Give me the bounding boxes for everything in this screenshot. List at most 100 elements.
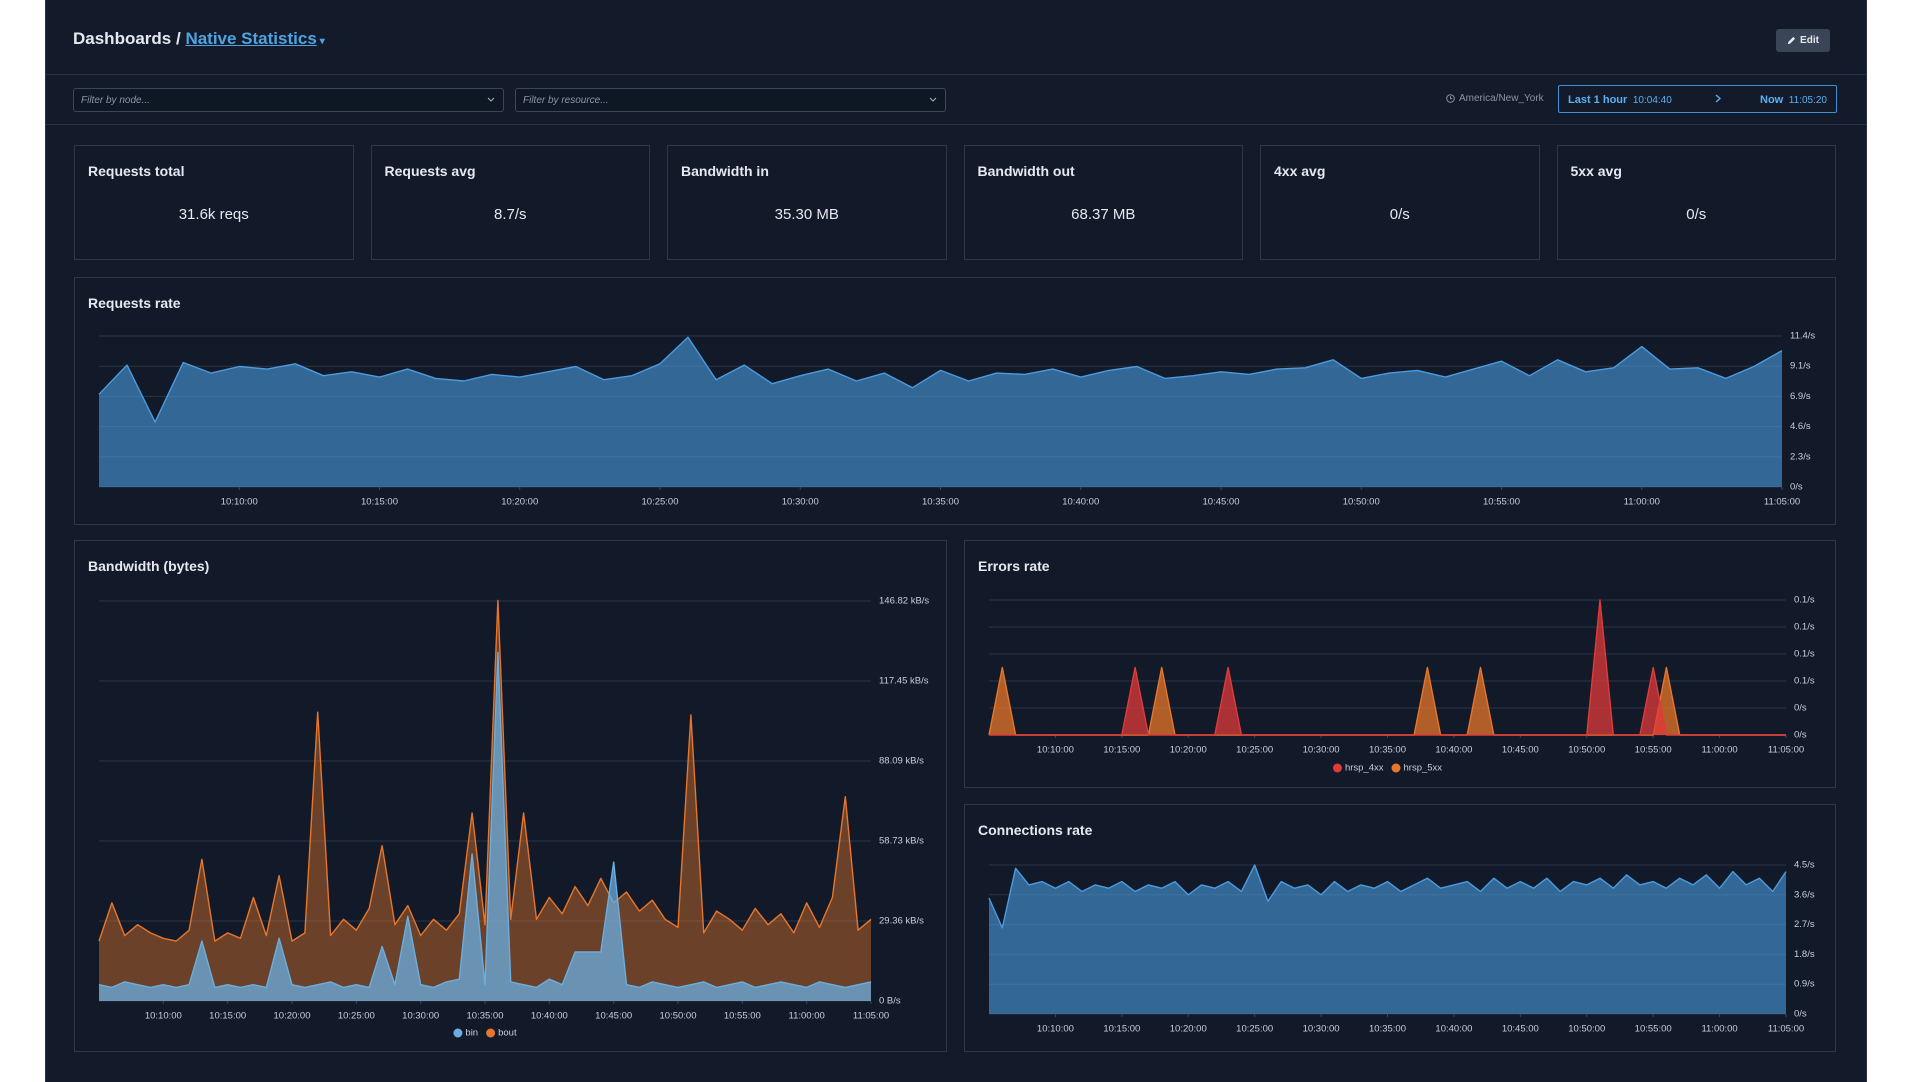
- legend-label: bout: [498, 1028, 517, 1039]
- x-tick-label: 10:45:00: [1502, 1024, 1539, 1035]
- y-tick-label: 0.9/s: [1794, 979, 1815, 990]
- x-tick-label: 11:00:00: [1624, 497, 1660, 508]
- pencil-icon: [1787, 36, 1796, 45]
- node-filter[interactable]: Filter by node...: [73, 88, 504, 112]
- stat-card: Requests total 31.6k reqs: [74, 145, 354, 260]
- series-line: [98, 599, 872, 942]
- y-tick-label: 29.36 kB/s: [879, 916, 924, 927]
- series-line: [98, 651, 872, 989]
- area-fill: [989, 667, 1786, 735]
- stat-card: Bandwidth out 68.37 MB: [963, 145, 1243, 260]
- range-from-time: 10:04:40: [1632, 95, 1672, 106]
- clock-icon: [1446, 94, 1455, 103]
- stat-value: 31.6k reqs: [178, 206, 249, 223]
- x-tick-label: 10:50:00: [1568, 1024, 1605, 1035]
- y-tick-label: 0.1/s: [1794, 595, 1815, 606]
- timezone[interactable]: America/New_York: [1446, 93, 1544, 104]
- x-tick-label: 11:00:00: [789, 1011, 825, 1022]
- x-tick-label: 10:55:00: [1635, 745, 1672, 756]
- range-from: Last 1 hour 10:04:40: [1568, 94, 1672, 106]
- chart-panel: Bandwidth (bytes) 0 B/s 29.36 kB/s 58.73 kB…: [74, 540, 947, 1052]
- resource-filter[interactable]: Filter by resource...: [515, 88, 946, 112]
- chart-panel: Errors rate 0/s 0/s 0.1/s 0.1/s 0.1/s 0.1/s 10:…: [964, 540, 1836, 788]
- chart-panel: Connections rate 0/s 0.9/s 1.8/s 2.7/s 3.6/s 4…: [964, 804, 1836, 1052]
- legend-marker: [1332, 763, 1342, 773]
- chart: 0/s 2.3/s 4.6/s 6.9/s 9.1/s 11.4/s 10:10:00 10:…: [98, 331, 1815, 508]
- caret[interactable]: ▾: [319, 36, 325, 47]
- divider: [46, 124, 1866, 125]
- stat-label: 4xx avg: [1274, 163, 1326, 179]
- x-tick-label: 10:50:00: [1568, 745, 1605, 756]
- series-line: [988, 864, 1787, 929]
- series-line: [989, 599, 1786, 736]
- x-tick-label: 10:15:00: [361, 497, 398, 508]
- y-tick-label: 3.6/s: [1794, 889, 1815, 900]
- x-tick-label: 10:35:00: [467, 1011, 504, 1022]
- x-tick-label: 10:50:00: [1343, 497, 1380, 508]
- dashboard-title[interactable]: Native Statistics: [185, 29, 317, 48]
- time-range[interactable]: Last 1 hour 10:04:40 Now 11:05:20: [1558, 85, 1837, 113]
- stat-value: 35.30 MB: [774, 206, 839, 223]
- chevron: [487, 97, 495, 102]
- x-tick-label: 11:00:00: [1701, 1024, 1737, 1035]
- y-tick-label: 58.73 kB/s: [879, 836, 924, 847]
- timezone-label: America/New_York: [1459, 93, 1544, 104]
- edit-label: Edit: [1800, 35, 1819, 46]
- breadcrumb-root[interactable]: Dashboards /: [73, 29, 181, 48]
- stat-card: 4xx avg 0/s: [1260, 145, 1540, 260]
- x-tick-label: 10:40:00: [1062, 497, 1099, 508]
- y-tick-label: 0 B/s: [879, 996, 901, 1007]
- x-tick-label: 10:45:00: [1502, 745, 1539, 756]
- breadcrumb: Dashboards / Native Statistics ▾: [73, 29, 325, 49]
- stat-value: 0/s: [1686, 206, 1707, 223]
- x-tick-label: 10:10:00: [1037, 745, 1074, 756]
- x-tick-label: 11:05:00: [1768, 745, 1804, 756]
- x-tick-label: 10:20:00: [501, 497, 538, 508]
- range-to-time: 11:05:20: [1788, 95, 1827, 106]
- stat-value: 8.7/s: [493, 206, 527, 223]
- edit-button[interactable]: Edit: [1776, 29, 1830, 52]
- y-tick-label: 6.9/s: [1790, 391, 1811, 402]
- x-tick-label: 10:10:00: [1037, 1024, 1074, 1035]
- x-tick-label: 10:25:00: [1236, 1024, 1273, 1035]
- stat-label: 5xx avg: [1570, 163, 1622, 179]
- x-tick-label: 10:25:00: [642, 497, 679, 508]
- x-tick-label: 10:35:00: [1369, 745, 1406, 756]
- legend-marker: [486, 1028, 496, 1038]
- chart: 0 B/s 29.36 kB/s 58.73 kB/s 88.09 kB/s 117.4…: [98, 596, 929, 1039]
- legend-label: bin: [465, 1028, 478, 1039]
- chevron: [929, 97, 937, 102]
- stat-label: Bandwidth in: [681, 163, 769, 179]
- x-tick-label: 11:05:00: [853, 1011, 889, 1022]
- x-tick-label: 10:25:00: [338, 1011, 375, 1022]
- x-tick-label: 10:20:00: [1170, 745, 1207, 756]
- y-tick-label: 4.5/s: [1794, 860, 1815, 871]
- divider: [46, 74, 1866, 75]
- chart-title: Connections rate: [978, 822, 1093, 838]
- stat-value: 0/s: [1389, 206, 1410, 223]
- area-fill: [99, 600, 871, 1001]
- y-tick-label: 0.1/s: [1794, 622, 1815, 633]
- area-fill: [989, 865, 1786, 1014]
- chart-title: Bandwidth (bytes): [88, 558, 210, 574]
- x-tick-label: 10:35:00: [922, 497, 959, 508]
- legend-label: hrsp_4xx: [1345, 763, 1384, 774]
- stat-cards: Requests total 31.6k reqs Requests avg 8.7/…: [74, 145, 1836, 260]
- stat-label: Requests avg: [384, 163, 476, 179]
- legend-marker: [453, 1028, 463, 1038]
- placeholder: Filter by node...: [81, 95, 150, 106]
- x-tick-label: 10:40:00: [1435, 1024, 1472, 1035]
- x-tick-label: 10:30:00: [402, 1011, 439, 1022]
- x-tick-label: 10:40:00: [531, 1011, 568, 1022]
- stat-label: Requests total: [88, 163, 185, 179]
- x-tick-label: 11:05:00: [1764, 497, 1800, 508]
- stat-value: 68.37 MB: [1071, 206, 1136, 223]
- y-tick-label: 0/s: [1794, 730, 1807, 741]
- chart: 0/s 0/s 0.1/s 0.1/s 0.1/s 0.1/s 10:10:00 10:15:…: [988, 595, 1815, 774]
- placeholder: Filter by resource...: [523, 95, 609, 106]
- stat-card: Bandwidth in 35.30 MB: [667, 145, 947, 260]
- x-tick-label: 10:45:00: [595, 1011, 632, 1022]
- area-fill: [99, 337, 1782, 487]
- x-tick-label: 10:15:00: [1103, 745, 1140, 756]
